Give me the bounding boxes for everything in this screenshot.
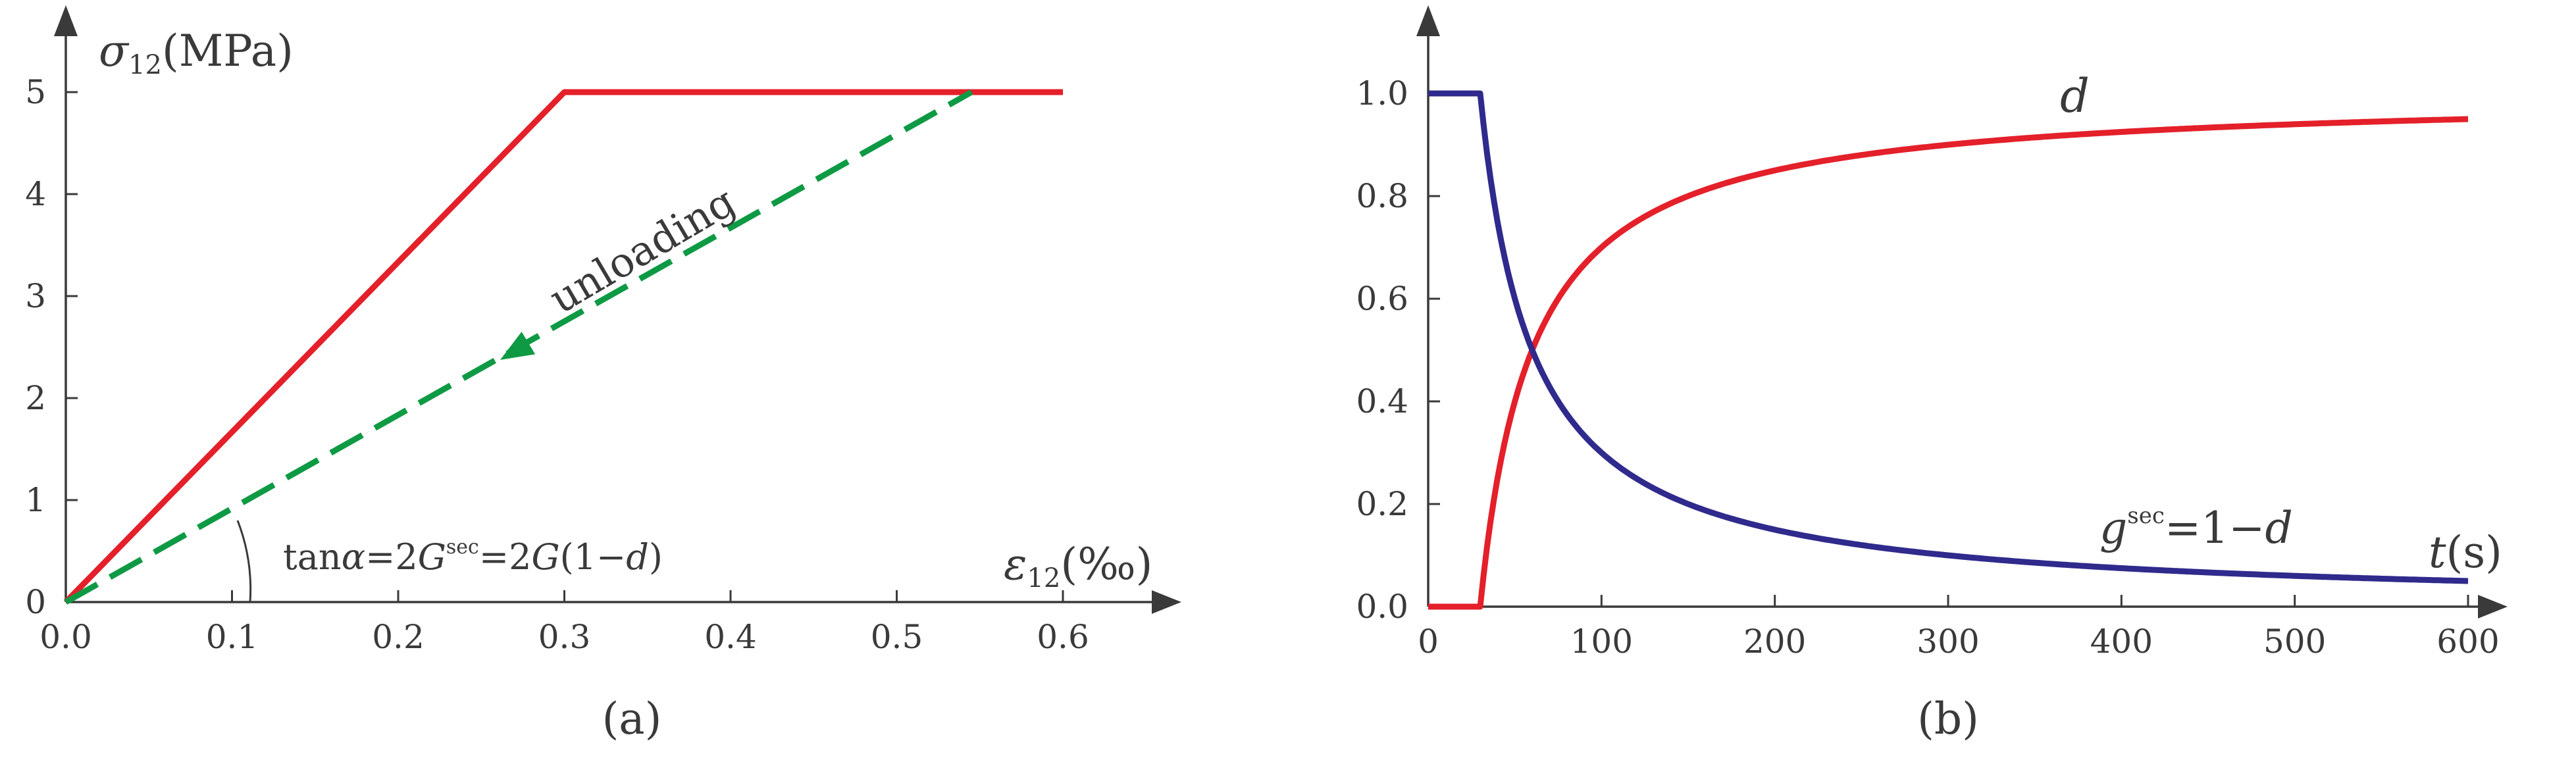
y-tick-label-a: 4 [25, 175, 46, 213]
y-axis-arrow-b [1416, 5, 1440, 36]
x-tick-label-a: 0.3 [538, 618, 591, 656]
x-tick-label-b: 400 [2090, 622, 2153, 661]
y-tick-label-a: 2 [25, 379, 46, 417]
y-tick-label-b: 0.8 [1356, 177, 1408, 215]
x-tick-label-b: 600 [2436, 622, 2499, 661]
x-tick-label-b: 200 [1743, 622, 1806, 661]
series-d-line [1428, 116, 2469, 610]
panel-label-b: (b) [1917, 694, 1979, 744]
series-label-g: gsec=1−d [2099, 503, 2293, 553]
y-tick-label-b: 0.2 [1356, 485, 1408, 523]
y-tick-label-a: 5 [25, 73, 46, 111]
x-tick-label-a: 0.1 [206, 618, 259, 656]
x-tick-label-a: 0.5 [871, 618, 923, 656]
chart-a: 0.0 0.1 0.2 0.3 0.4 0.5 0.6 0 1 2 3 4 5 σ12(MPa) ε12… [25, 5, 1181, 744]
x-axis-label-b: t(s) [2429, 527, 2502, 578]
y-tick-label-b: 0.6 [1356, 280, 1408, 318]
x-tick-label-a: 0.0 [39, 618, 92, 656]
x-tick-label-a: 0.4 [704, 618, 757, 656]
x-tick-label-b: 300 [1917, 622, 1979, 661]
series-label-d: d [2060, 69, 2090, 123]
y-tick-label-b: 0.4 [1356, 382, 1408, 420]
x-tick-label-b: 0 [1418, 622, 1439, 661]
x-axis-label-a: ε12(‰) [1004, 539, 1152, 594]
x-tick-label-b: 100 [1570, 622, 1633, 661]
angle-arc [236, 520, 252, 603]
x-tick-label-a: 0.6 [1037, 618, 1089, 656]
x-axis-arrow-b [2478, 595, 2508, 619]
y-tick-label-b: 0.0 [1356, 588, 1408, 626]
loading-line [63, 89, 1063, 605]
unloading-label: unloading [542, 177, 744, 323]
y-tick-label-a: 0 [25, 583, 46, 621]
y-tick-label-b: 1.0 [1356, 74, 1408, 113]
x-axis-arrow-a [1152, 590, 1181, 614]
formula-annotation: tanα=2Gsec=2G(1−d) [283, 536, 663, 578]
y-tick-label-a: 1 [25, 481, 46, 519]
series-g-line [1428, 90, 2469, 584]
y-axis-label-a: σ12(MPa) [99, 26, 294, 80]
unloading-arrow [500, 332, 536, 360]
panel-label-a: (a) [602, 694, 662, 744]
y-axis-arrow-a [54, 5, 78, 36]
x-tick-label-b: 500 [2263, 622, 2326, 661]
x-tick-label-a: 0.2 [372, 618, 425, 656]
y-tick-label-a: 3 [25, 277, 46, 315]
